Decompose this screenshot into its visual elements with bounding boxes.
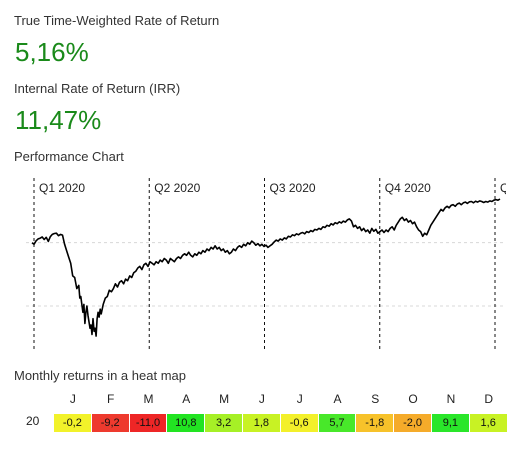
quarter-label-2: Q3 2020: [270, 181, 316, 195]
performance-chart-label: Performance Chart: [14, 149, 124, 164]
heatmap-month-9: O: [408, 392, 418, 406]
irr-value: 11,47%: [15, 105, 102, 135]
heatmap-month-10: N: [446, 392, 456, 406]
heatmap-cell-11[interactable]: 1,6: [469, 414, 507, 432]
chart-line-layer: [31, 198, 501, 337]
quarter-label-1: Q2 2020: [154, 181, 200, 195]
heatmap-month-3: A: [182, 392, 191, 406]
monthly-returns-heatmap: 20 J -0,2 F -9,2 M -11,0 A 10,8 M 3,2 J 1,8 J -0,6 A 5,…: [14, 392, 510, 436]
quarter-label-0: Q1 2020: [39, 181, 85, 195]
heatmap-month-5: J: [258, 392, 265, 406]
quarter-label-4: Q: [500, 181, 506, 195]
heatmap-cell-5[interactable]: 1,8: [243, 414, 280, 432]
heatmap-cell-7[interactable]: 5,7: [318, 414, 356, 432]
heatmap-month-11: D: [484, 392, 494, 406]
quarter-label-3: Q4 2020: [385, 181, 431, 195]
heatmap-cell-0[interactable]: -0,2: [54, 414, 91, 432]
heatmap-month-4: M: [219, 392, 230, 406]
heatmap-month-2: M: [143, 392, 154, 406]
heatmap-label: Monthly returns in a heat map: [14, 368, 186, 383]
heatmap-month-8: S: [371, 392, 380, 406]
heatmap-cell-6[interactable]: -0,6: [280, 414, 318, 432]
ttwror-value: 5,16%: [15, 37, 89, 67]
heatmap-cell-1[interactable]: -9,2: [91, 414, 129, 432]
heatmap-cell-8[interactable]: -1,8: [356, 414, 394, 432]
heatmap-year-label: 20: [26, 414, 40, 428]
performance-chart[interactable]: Q1 2020 Q2 2020 Q3 2020 Q4 2020 Q: [26, 172, 506, 350]
heatmap-cell-9[interactable]: -2,0: [394, 414, 431, 432]
irr-label: Internal Rate of Return (IRR): [14, 81, 181, 96]
heatmap-month-6: J: [296, 392, 303, 406]
heatmap-cell-3[interactable]: 10,8: [167, 414, 205, 432]
heatmap-month-0: J: [69, 392, 76, 406]
heatmap-cell-4[interactable]: 3,2: [205, 414, 242, 432]
heatmap-cell-2[interactable]: -11,0: [129, 414, 167, 432]
ttwror-label: True Time-Weighted Rate of Return: [14, 13, 220, 28]
performance-line-0: [31, 198, 501, 337]
heatmap-month-1: F: [107, 392, 115, 406]
performance-chart-svg[interactable]: Q1 2020 Q2 2020 Q3 2020 Q4 2020 Q: [26, 172, 506, 350]
chart-quarter-markers: Q1 2020 Q2 2020 Q3 2020 Q4 2020 Q: [33, 178, 506, 350]
chart-grid: [26, 242, 506, 307]
heatmap-cell-10[interactable]: 9,1: [432, 414, 469, 432]
heatmap-month-7: A: [333, 392, 342, 406]
